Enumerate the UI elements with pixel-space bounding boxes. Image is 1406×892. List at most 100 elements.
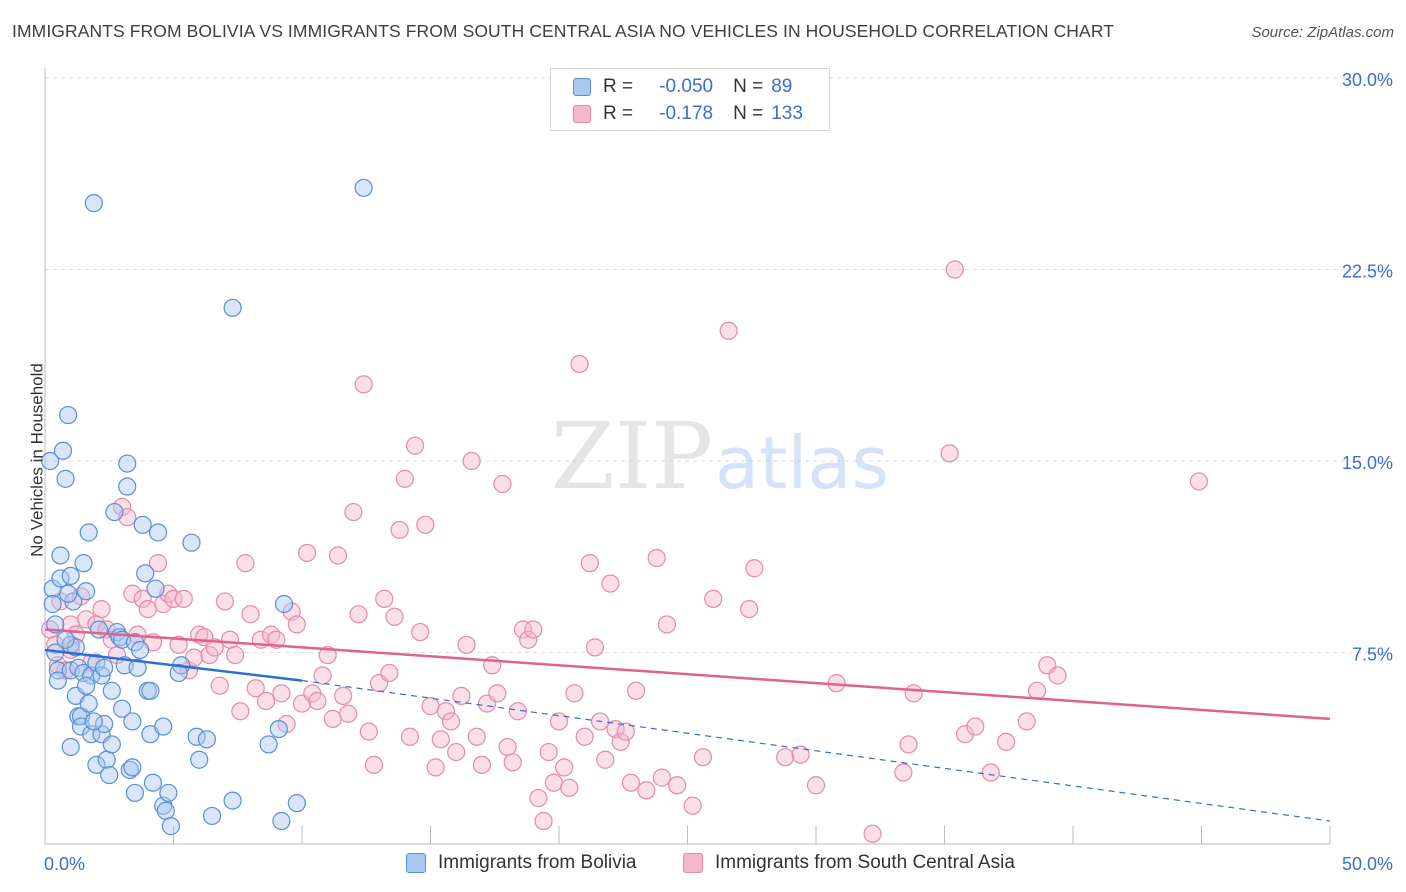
data-point-south-central-asia: [92, 599, 111, 619]
data-point-south-central-asia: [380, 663, 399, 683]
data-point-south-central-asia: [359, 722, 378, 741]
data-point-south-central-asia: [236, 554, 255, 573]
data-point-bolivia: [66, 638, 85, 657]
data-point-south-central-asia: [138, 599, 157, 619]
data-point-bolivia: [202, 806, 222, 826]
data-point-south-central-asia: [267, 630, 286, 649]
data-point-south-central-asia: [745, 559, 764, 578]
data-point-south-central-asia: [1027, 681, 1047, 700]
series-bolivia-points: [41, 178, 373, 836]
data-point-south-central-asia: [344, 502, 363, 522]
data-point-south-central-asia: [318, 645, 337, 665]
data-point-bolivia: [100, 765, 119, 785]
data-point-bolivia: [125, 783, 145, 803]
data-point-bolivia: [102, 735, 121, 754]
legend-n-label: N =: [733, 103, 764, 124]
data-point-south-central-asia: [308, 691, 327, 711]
data-point-south-central-asia: [472, 755, 491, 774]
data-point-bolivia: [46, 615, 65, 634]
data-point-south-central-asia: [1189, 472, 1209, 491]
data-point-south-central-asia: [457, 635, 476, 654]
data-point-bolivia: [118, 477, 137, 496]
data-point-bolivia: [128, 658, 147, 677]
data-point-bolivia: [84, 712, 103, 731]
data-point-south-central-asia: [652, 768, 671, 787]
data-point-south-central-asia: [503, 753, 522, 772]
data-point-south-central-asia: [323, 709, 342, 728]
data-point-south-central-asia: [390, 520, 409, 540]
data-point-bolivia: [161, 817, 181, 836]
stats-legend: R = -0.050 N = 89 R = -0.178 N = 133: [550, 68, 830, 131]
data-point-bolivia: [79, 694, 98, 713]
data-point-south-central-asia: [719, 321, 738, 340]
legend-r-label: R =: [603, 103, 634, 124]
data-point-south-central-asia: [375, 589, 394, 608]
bottom-legend-bolivia: Immigrants from Bolivia: [406, 852, 637, 874]
data-point-bolivia: [112, 699, 132, 718]
data-point-bolivia: [41, 451, 60, 471]
series-south-central-asia-points: [41, 260, 1209, 843]
data-point-bolivia: [77, 582, 96, 601]
data-point-south-central-asia: [169, 635, 188, 654]
data-point-south-central-asia: [154, 594, 173, 614]
data-point-south-central-asia: [1017, 712, 1036, 731]
data-point-bolivia: [61, 737, 80, 757]
data-point-south-central-asia: [570, 354, 589, 374]
watermark-zip: ZIP: [551, 403, 713, 510]
data-point-bolivia: [259, 735, 278, 754]
trend-line-bolivia: [44, 648, 303, 682]
data-point-bolivia: [120, 760, 139, 780]
data-point-south-central-asia: [693, 748, 713, 767]
data-point-south-central-asia: [549, 712, 569, 731]
data-point-bolivia: [159, 783, 178, 803]
data-point-south-central-asia: [580, 554, 599, 573]
bottom-legend-label: Immigrants from Bolivia: [438, 852, 637, 873]
tick-labels: 7.5% 15.0% 22.5% 30.0% 0.0% 50.0%: [44, 70, 1393, 874]
data-point-bolivia: [74, 554, 93, 573]
data-point-south-central-asia: [626, 681, 646, 700]
data-point-bolivia: [118, 454, 137, 473]
legend-r-value: -0.178: [659, 103, 714, 124]
data-point-south-central-asia: [740, 599, 759, 619]
watermark-atlas: atlas: [715, 421, 889, 505]
y-tick-label: 22.5%: [1342, 262, 1393, 282]
data-point-south-central-asia: [241, 605, 260, 624]
data-point-bolivia: [146, 579, 165, 598]
data-point-south-central-asia: [349, 605, 368, 624]
data-point-south-central-asia: [498, 737, 517, 757]
data-point-south-central-asia: [262, 625, 281, 644]
data-point-south-central-asia: [621, 773, 641, 792]
axes: [44, 68, 1331, 845]
data-point-south-central-asia: [334, 686, 353, 706]
data-point-south-central-asia: [467, 727, 486, 746]
data-point-south-central-asia: [447, 742, 466, 762]
data-point-bolivia: [223, 298, 242, 317]
data-point-south-central-asia: [287, 615, 306, 634]
data-point-bolivia: [133, 515, 152, 534]
data-point-bolivia: [130, 640, 150, 660]
data-point-south-central-asia: [421, 697, 440, 716]
data-point-bolivia: [190, 750, 209, 769]
data-point-bolivia: [97, 750, 116, 769]
data-point-bolivia: [143, 773, 163, 792]
data-point-bolivia: [136, 564, 155, 583]
data-point-south-central-asia: [560, 778, 579, 797]
data-point-south-central-asia: [601, 574, 620, 593]
data-point-south-central-asia: [416, 515, 435, 534]
data-point-south-central-asia: [400, 727, 420, 746]
legend-r-value: -0.050: [659, 76, 714, 97]
data-point-south-central-asia: [164, 589, 183, 608]
data-point-south-central-asia: [226, 645, 245, 665]
legend-row-bolivia: R = -0.050 N = 89: [573, 74, 792, 100]
data-point-bolivia: [354, 178, 373, 197]
data-point-bolivia: [123, 712, 142, 731]
data-point-south-central-asia: [683, 796, 702, 815]
data-point-south-central-asia: [529, 788, 548, 808]
data-point-bolivia: [56, 630, 75, 649]
data-point-bolivia: [148, 523, 168, 542]
data-point-bolivia: [105, 502, 124, 522]
data-point-south-central-asia: [585, 638, 605, 657]
data-point-bolivia: [272, 811, 291, 831]
data-point-south-central-asia: [395, 469, 414, 488]
